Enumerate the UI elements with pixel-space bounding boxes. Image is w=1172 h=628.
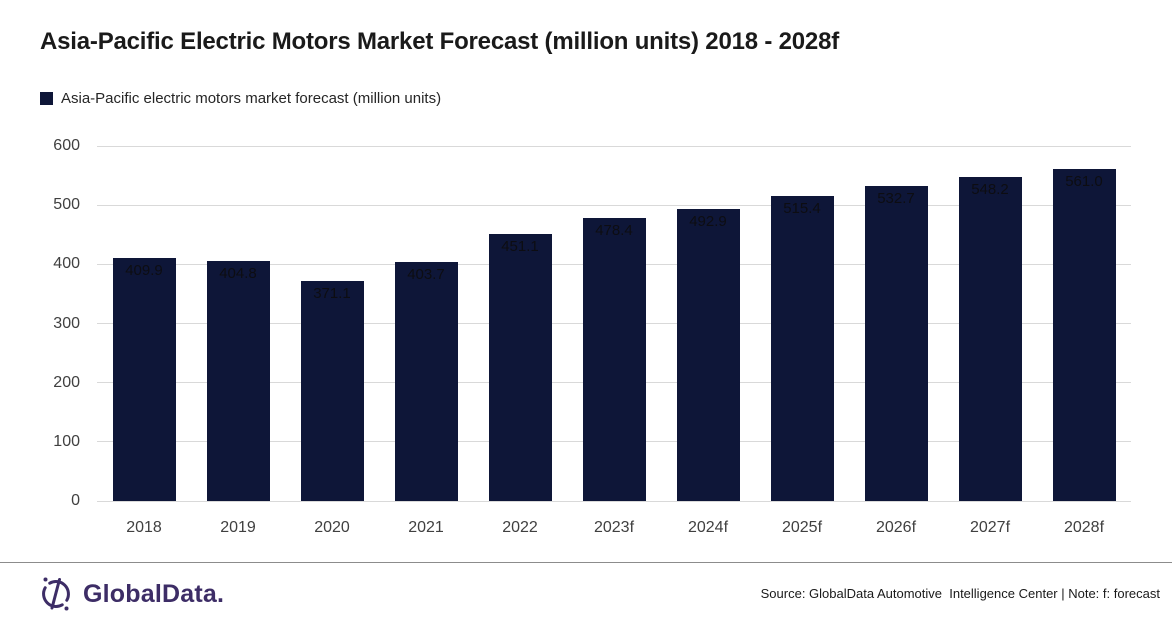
chart-legend: Asia-Pacific electric motors market fore… [40, 90, 441, 107]
bar-value-label: 478.4 [595, 221, 633, 239]
x-axis-tick-label: 2024f [687, 519, 729, 536]
bar [676, 209, 740, 501]
footer-divider [0, 562, 1172, 563]
bar [394, 262, 458, 501]
bar [1052, 169, 1116, 501]
gridline [97, 145, 1131, 147]
y-axis-tick-label: 400 [53, 255, 80, 273]
gridline [97, 204, 1131, 206]
x-axis-tick-label: 2027f [969, 519, 1011, 536]
bar [582, 217, 646, 501]
bar [958, 176, 1022, 501]
bar-value-label: 371.1 [313, 285, 351, 303]
x-axis-tick-label: 2019 [220, 519, 256, 536]
x-axis-tick-label: 2025f [781, 519, 823, 536]
bar-value-label: 532.7 [877, 189, 915, 207]
y-axis-tick-label: 0 [71, 492, 80, 509]
y-axis-tick-label: 600 [53, 137, 80, 154]
bar [300, 281, 364, 501]
x-axis-tick-label: 2028f [1063, 519, 1105, 536]
legend-label: Asia-Pacific electric motors market fore… [61, 90, 442, 107]
bar-value-label: 492.9 [689, 213, 727, 231]
x-axis-tick-label: 2018 [126, 519, 162, 536]
globaldata-logo: GlobalData. [38, 575, 224, 613]
bar [770, 196, 834, 501]
bar-value-label: 515.4 [783, 200, 821, 218]
globaldata-logo-text: GlobalData. [83, 579, 225, 608]
bar [206, 261, 270, 501]
x-axis-tick-label: 2026f [875, 519, 917, 536]
bar-value-label: 403.7 [407, 266, 445, 284]
chart-title: Asia-Pacific Electric Motors Market Fore… [40, 28, 840, 55]
bar-value-label: 409.9 [125, 262, 163, 280]
y-axis-tick-label: 200 [53, 373, 80, 391]
y-axis-tick-label: 300 [53, 314, 80, 332]
bar [112, 258, 176, 501]
y-axis-tick-label: 100 [53, 432, 80, 450]
y-axis-tick-label: 500 [53, 196, 80, 214]
bar-value-label: 404.8 [219, 265, 257, 283]
x-axis-tick-label: 2023f [593, 519, 635, 536]
x-axis-tick-label: 2020 [314, 519, 350, 536]
source-note: Source: GlobalData Automotive Intelligen… [760, 586, 1160, 601]
bar-value-label: 561.0 [1065, 173, 1103, 191]
bar [864, 185, 928, 501]
legend-swatch-icon [40, 92, 53, 105]
bar-value-label: 548.2 [971, 180, 1009, 198]
bar [488, 234, 552, 501]
x-axis-tick-label: 2021 [408, 519, 444, 536]
x-axis-tick-label: 2022 [502, 519, 538, 536]
bar-value-label: 451.1 [501, 238, 539, 256]
globaldata-logo-icon [42, 577, 70, 611]
gridline [97, 500, 1131, 502]
